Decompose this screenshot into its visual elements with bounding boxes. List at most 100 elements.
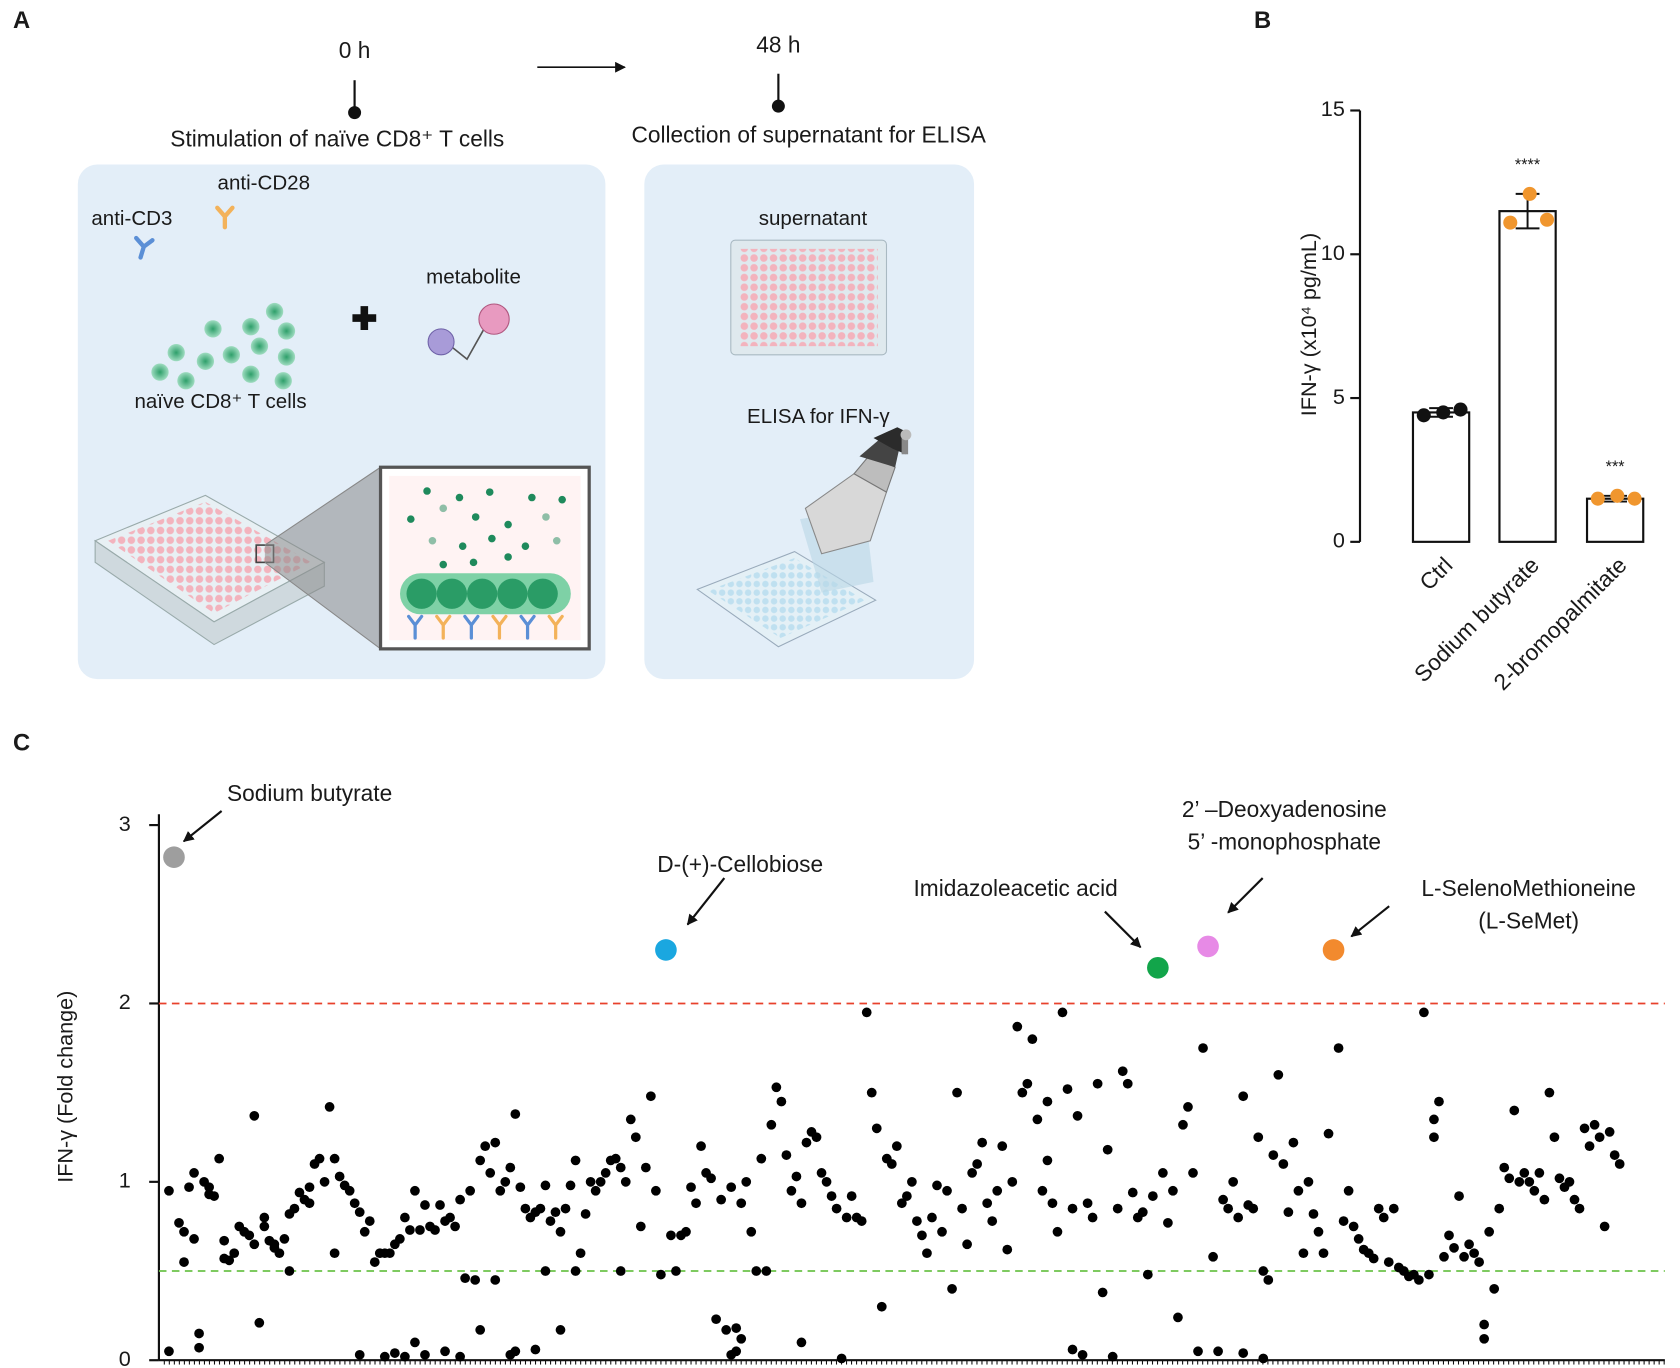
- panel-label: C: [13, 729, 30, 756]
- data-point: [1414, 1275, 1424, 1285]
- data-point: [600, 1168, 611, 1178]
- highlight-point: [1197, 935, 1219, 958]
- data-point: [1092, 1078, 1103, 1089]
- data-point: [620, 1176, 631, 1187]
- data-point: [490, 1275, 501, 1285]
- data-point: [1444, 1230, 1454, 1241]
- data-point: [801, 1137, 812, 1148]
- data-point: [500, 1176, 511, 1187]
- data-point: [871, 1123, 882, 1134]
- data-point: [937, 1226, 947, 1237]
- data-point: [384, 1248, 395, 1259]
- data-point: [756, 1153, 767, 1164]
- y-tick-label: 3: [119, 811, 131, 836]
- data-point: [475, 1155, 486, 1166]
- data-point: [716, 1194, 727, 1205]
- data-point: [671, 1266, 681, 1276]
- data-point: [1504, 1173, 1515, 1184]
- data-point: [1223, 1203, 1234, 1214]
- bar: [1411, 411, 1471, 543]
- plate-icon: [730, 239, 888, 356]
- data-point: [1258, 1353, 1269, 1364]
- data-point: [540, 1266, 551, 1276]
- data-point: [1503, 215, 1518, 230]
- data-point: [876, 1301, 887, 1312]
- data-point: [962, 1239, 972, 1250]
- data-point: [1122, 1078, 1133, 1089]
- data-point: [1564, 1176, 1575, 1187]
- data-point: [379, 1351, 390, 1362]
- data-point: [1288, 1137, 1299, 1148]
- data-point: [640, 1162, 651, 1173]
- data-point: [997, 1141, 1008, 1152]
- data-point: [184, 1182, 194, 1193]
- data-point: [736, 1198, 747, 1209]
- data-point: [686, 1182, 696, 1193]
- data-point: [1163, 1218, 1173, 1228]
- data-point: [1469, 1248, 1479, 1259]
- data-point: [927, 1212, 937, 1223]
- data-point: [1042, 1096, 1053, 1107]
- data-point: [746, 1226, 757, 1237]
- data-point: [741, 1176, 752, 1187]
- highlight-point: [655, 939, 677, 961]
- data-point: [891, 1141, 902, 1152]
- data-point: [400, 1351, 410, 1362]
- data-point: [1137, 1207, 1148, 1218]
- data-point: [550, 1207, 561, 1218]
- data-point: [1610, 488, 1625, 503]
- data-point: [942, 1185, 952, 1196]
- supernatant-label: supernatant: [759, 207, 868, 230]
- data-point: [625, 1114, 636, 1125]
- data-point: [349, 1198, 360, 1209]
- data-point: [811, 1132, 822, 1143]
- highlight-point: [163, 846, 185, 868]
- data-point: [400, 1212, 410, 1223]
- y-tick-label: 10: [1321, 240, 1345, 265]
- data-point: [1459, 1251, 1469, 1262]
- highlight-point: [1322, 939, 1345, 961]
- y-tick-label: 0: [119, 1346, 131, 1368]
- data-point: [1087, 1212, 1098, 1223]
- data-point: [1569, 1194, 1580, 1205]
- data-point: [1308, 1209, 1319, 1219]
- data-point: [590, 1185, 601, 1196]
- data-point: [284, 1266, 295, 1276]
- data-point: [189, 1168, 199, 1178]
- data-point: [1042, 1155, 1053, 1166]
- metabolite-label: metabolite: [426, 265, 521, 288]
- data-point: [1453, 402, 1468, 417]
- data-point: [1474, 1257, 1484, 1267]
- data-point: [405, 1225, 415, 1235]
- y-tick-label: 15: [1321, 96, 1345, 121]
- data-point: [826, 1191, 837, 1201]
- data-point: [1072, 1110, 1083, 1121]
- data-point: [470, 1275, 481, 1285]
- data-point: [259, 1221, 270, 1232]
- data-point: [1338, 1216, 1349, 1226]
- data-point: [1037, 1185, 1048, 1196]
- data-point: [244, 1230, 255, 1241]
- data-point: [279, 1234, 290, 1244]
- data-point: [1388, 1203, 1399, 1214]
- data-point: [831, 1203, 842, 1214]
- data-point: [329, 1153, 340, 1164]
- data-point: [706, 1173, 716, 1184]
- data-point: [164, 1346, 174, 1357]
- data-point: [1102, 1144, 1113, 1155]
- data-point: [1303, 1176, 1314, 1187]
- data-point: [585, 1176, 596, 1187]
- data-point: [410, 1337, 420, 1348]
- data-point: [1233, 1212, 1244, 1223]
- data-point: [334, 1171, 345, 1182]
- data-point: [1368, 1253, 1379, 1264]
- data-point: [1419, 1007, 1429, 1018]
- timeline-dot: [771, 99, 785, 113]
- data-point: [1107, 1351, 1118, 1362]
- data-point: [329, 1248, 340, 1259]
- data-point: [164, 1185, 174, 1196]
- metabolite-icon: [427, 303, 510, 361]
- data-point: [420, 1200, 430, 1210]
- data-point: [319, 1176, 330, 1187]
- antibody-label: anti-CD28: [218, 171, 310, 194]
